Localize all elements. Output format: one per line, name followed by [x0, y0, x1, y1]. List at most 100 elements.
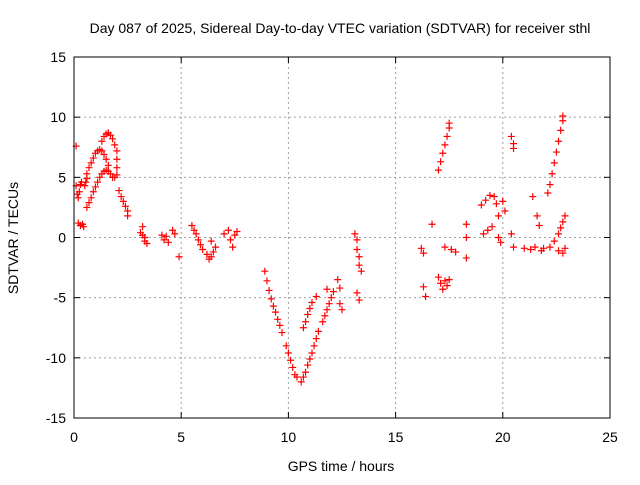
data-point-marker — [302, 368, 310, 376]
data-point-marker — [75, 188, 83, 196]
data-point-marker — [434, 166, 442, 174]
data-point-marker — [531, 243, 539, 251]
data-point-marker — [488, 223, 496, 231]
data-point-marker — [336, 300, 344, 308]
data-point-marker — [192, 230, 200, 238]
data-point-marker — [312, 335, 320, 343]
data-point-marker — [87, 194, 95, 202]
data-point-marker — [203, 250, 211, 258]
data-point-marker — [443, 282, 451, 290]
data-point-marker — [477, 201, 485, 209]
data-point-marker — [439, 149, 447, 157]
data-point-marker — [308, 298, 316, 306]
data-point-marker — [190, 226, 198, 234]
data-point-marker — [327, 294, 335, 302]
data-point-marker — [278, 329, 286, 337]
data-point-marker — [175, 253, 183, 261]
data-point-marker — [91, 183, 99, 191]
data-point-marker — [212, 243, 220, 251]
data-point-marker — [499, 197, 507, 205]
data-point-marker — [452, 248, 460, 256]
data-point-marker — [287, 356, 295, 364]
data-point-marker — [548, 170, 556, 178]
data-point-marker — [94, 178, 102, 186]
y-tick-label: 10 — [50, 109, 66, 125]
data-point-marker — [462, 254, 470, 262]
data-point-marker — [559, 218, 567, 226]
data-point-marker — [162, 232, 170, 240]
data-point-marker — [304, 311, 312, 319]
data-point-marker — [490, 193, 498, 201]
data-point-marker — [293, 373, 301, 381]
data-point-marker — [325, 300, 333, 308]
data-point-marker — [98, 147, 106, 155]
data-point-marker — [555, 230, 563, 238]
data-point-marker — [274, 315, 282, 323]
x-axis-label: GPS time / hours — [288, 458, 395, 474]
y-tick-label: 15 — [50, 49, 66, 65]
data-point-marker — [227, 236, 235, 244]
data-point-marker — [106, 170, 114, 178]
data-points — [72, 112, 569, 386]
data-point-marker — [82, 178, 90, 186]
data-point-marker — [443, 132, 451, 140]
data-point-marker — [115, 187, 123, 195]
data-point-marker — [220, 230, 228, 238]
data-point-marker — [284, 349, 292, 357]
data-point-marker — [497, 238, 505, 246]
data-point-marker — [113, 147, 121, 155]
data-point-marker — [81, 182, 89, 190]
data-point-marker — [314, 327, 322, 335]
data-point-marker — [261, 267, 269, 275]
data-point-marker — [417, 244, 425, 252]
data-point-marker — [106, 131, 114, 139]
data-point-marker — [289, 363, 297, 371]
x-tick-label: 5 — [177, 429, 185, 445]
data-point-marker — [437, 158, 445, 166]
data-point-marker — [445, 276, 453, 284]
data-point-marker — [355, 296, 363, 304]
data-point-marker — [439, 285, 447, 293]
data-point-marker — [501, 207, 509, 215]
data-point-marker — [265, 286, 273, 294]
data-point-marker — [510, 243, 518, 251]
data-point-marker — [482, 196, 490, 204]
data-point-marker — [102, 155, 110, 163]
data-point-marker — [535, 221, 543, 229]
data-point-marker — [546, 181, 554, 189]
data-point-marker — [267, 295, 275, 303]
data-point-marker — [104, 161, 112, 169]
data-point-marker — [164, 238, 172, 246]
data-point-marker — [113, 155, 121, 163]
data-point-marker — [510, 144, 518, 152]
data-point-marker — [269, 302, 277, 310]
data-point-marker — [160, 236, 168, 244]
data-point-marker — [495, 234, 503, 241]
data-point-marker — [529, 193, 537, 201]
data-point-marker — [351, 230, 359, 238]
data-point-marker — [507, 230, 515, 238]
data-point-marker — [312, 292, 320, 300]
x-tick-label: 0 — [70, 429, 78, 445]
y-axis-label: SDTVAR / TECUs — [5, 182, 21, 294]
data-point-marker — [353, 246, 361, 254]
data-point-marker — [229, 243, 237, 251]
data-point-marker — [441, 277, 449, 285]
data-point-marker — [188, 221, 196, 229]
data-point-marker — [495, 212, 503, 220]
data-point-marker — [353, 289, 361, 297]
data-point-marker — [304, 361, 312, 369]
y-tick-label: -15 — [46, 410, 66, 426]
data-point-marker — [80, 223, 88, 231]
x-tick-label: 20 — [495, 429, 511, 445]
data-point-marker — [550, 159, 558, 167]
data-point-marker — [550, 237, 558, 245]
y-tick-label: 0 — [58, 230, 66, 246]
data-point-marker — [492, 200, 500, 208]
data-point-marker — [302, 318, 310, 326]
y-tick-label: -10 — [46, 350, 66, 366]
data-point-marker — [338, 306, 346, 314]
data-point-marker — [272, 308, 280, 316]
data-point-marker — [306, 304, 314, 312]
data-point-marker — [109, 135, 117, 143]
